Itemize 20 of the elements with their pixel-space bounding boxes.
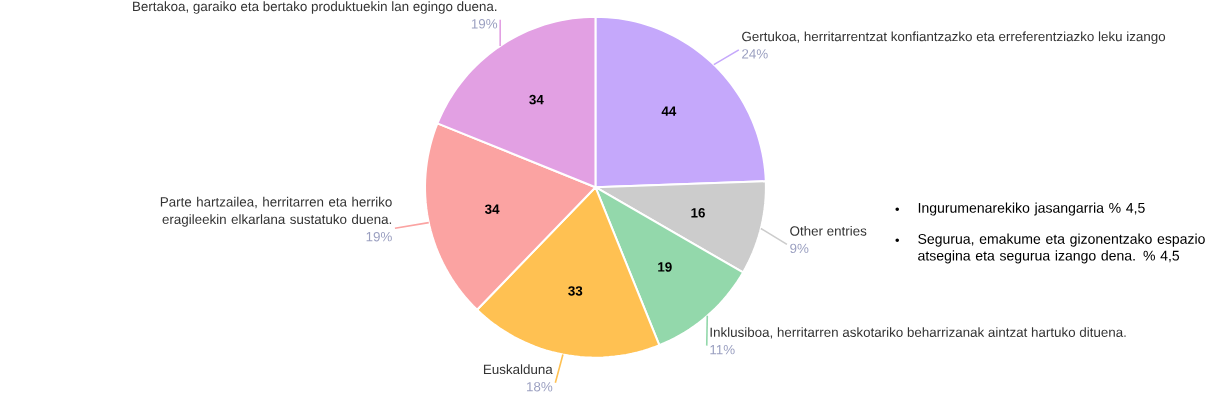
data-label: 33 [568, 286, 583, 296]
text: Segurua, emakume eta gizonentzako espazio atsegina eta segurua izango dena. % 4,5 [918, 233, 1205, 264]
slice-label: Parte hartzailea, herritarren eta herriko eragileekin elkarlana sustatuko duena. [160, 196, 392, 227]
data-label: 34 [529, 94, 544, 105]
slice-label: Other entries [790, 226, 867, 236]
data-label: 34 [484, 204, 500, 215]
slice-label: Euskalduna [483, 364, 553, 375]
data-label: 16 [691, 208, 705, 218]
slice-label: Inklusiboa, herritarren askotariko beharrizanak aintzat hartuko dituena. [710, 327, 1126, 339]
data-label: 44 [661, 106, 677, 116]
text: 19% [471, 19, 498, 29]
slice-label: Bertakoa, garaiko eta bertako produktuekin lan egingo duena. [133, 1, 497, 14]
text: 11% [710, 345, 735, 355]
data-label: 19 [658, 262, 672, 272]
text: Ingurumenarekiko jasangarria % 4,5 [918, 202, 1145, 216]
text: 18% [527, 382, 553, 392]
text: 9% [790, 243, 809, 254]
text: 19% [366, 232, 392, 242]
text: 24% [742, 49, 768, 59]
slice-label: Gertukoa, herritarrentzat konfiantzazko eta erreferentziazko leku izango [742, 31, 1166, 44]
